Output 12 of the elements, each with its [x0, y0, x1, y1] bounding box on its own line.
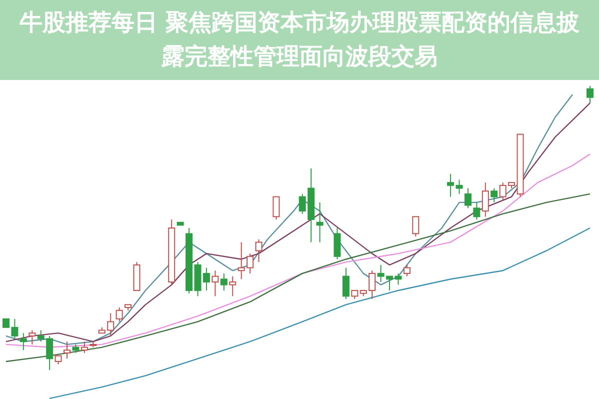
candlestick [28, 330, 36, 345]
candlestick [403, 264, 410, 277]
candlestick [168, 218, 176, 286]
candlestick [212, 270, 219, 297]
candlestick [20, 332, 27, 351]
candlestick [342, 267, 350, 300]
chart-title: 牛股推荐每日 聚焦跨国资本市场办理股票配资的信息披露完整性管理面向波段交易 [18, 9, 580, 72]
candlestick [72, 344, 80, 354]
candlestick [447, 174, 454, 198]
candlestick [316, 202, 324, 243]
candlestick [80, 341, 88, 354]
candlestick [456, 179, 463, 194]
